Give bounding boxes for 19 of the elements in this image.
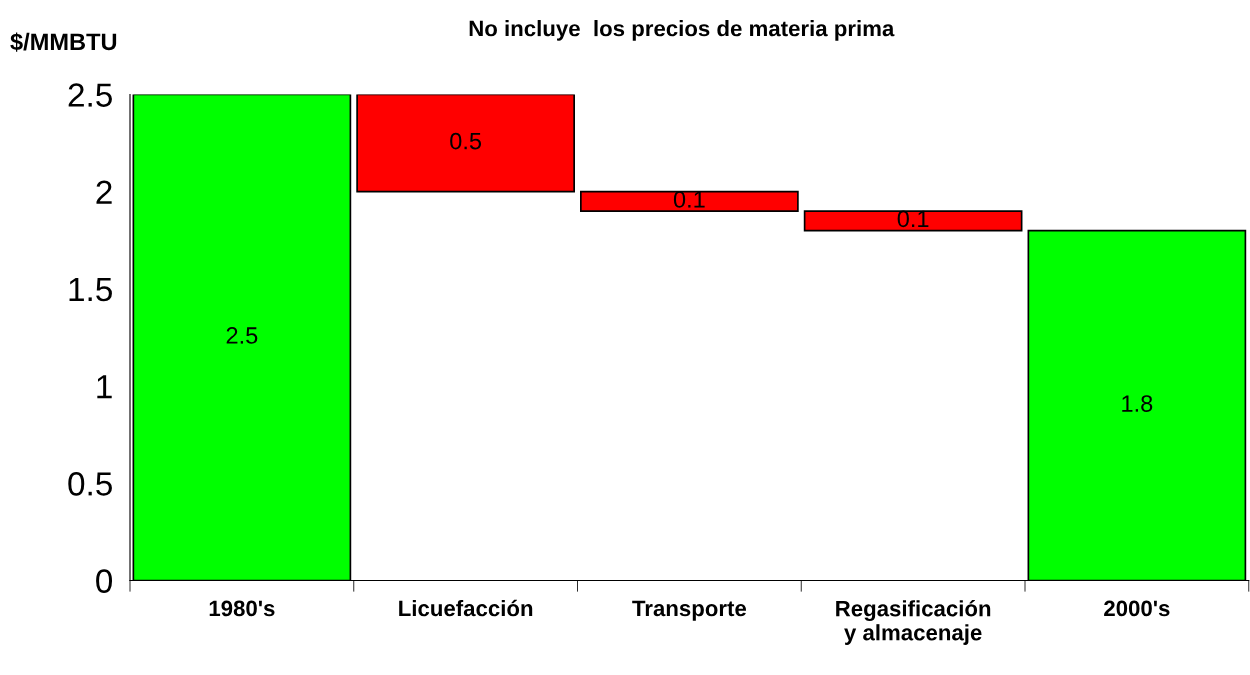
x-tick-label: Regasificación y almacenaje [836,599,991,645]
data-label: 0.5 [450,132,482,150]
x-tick-label: 1980's [209,600,275,617]
x-tick-label: 2000's [1104,600,1170,617]
y-tick-label: 2 [96,180,112,204]
bar [356,94,575,193]
bar [580,190,799,212]
bar [803,210,1023,232]
data-label: 2.5 [226,327,258,344]
chart-title: No incluye los precios de materia prima [469,20,895,41]
x-tick-label: Transporte [632,600,747,621]
x-tick-label: Licuefacción [399,599,533,617]
y-tick-label: 2.5 [68,83,112,107]
y-tick-label: 0 [96,569,113,593]
data-label: 1.8 [1122,395,1153,412]
y-tick-label: 1 [97,375,112,399]
y-tick-label: 1.5 [69,278,112,302]
y-axis-title: $/MMBTU [10,32,117,52]
y-tick-label: 0.5 [68,472,112,496]
